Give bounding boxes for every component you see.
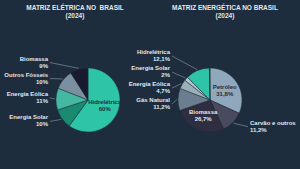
pie-chart: MATRIZ ELÉTRICA NO BRASIL(2024) Hidrelétr… xyxy=(4,3,123,132)
data-label: 60% xyxy=(99,106,112,112)
data-label: 11,2% xyxy=(153,104,170,110)
leader-line xyxy=(172,84,181,88)
leader-line xyxy=(233,123,248,127)
slice-label: Outros Fósseis xyxy=(4,72,48,78)
data-label: 10% xyxy=(36,79,49,85)
leader-line xyxy=(172,99,177,104)
slice-label: Energia Solar xyxy=(131,65,170,71)
slice-label: Energia Eólica xyxy=(129,81,171,87)
label-group: Gás Natural11,2% xyxy=(136,97,177,110)
slice-label: Hidrelétrica xyxy=(137,49,171,55)
chart-subtitle: (2024) xyxy=(216,12,235,20)
label-text: Hidrelétrica12,1% xyxy=(137,49,171,62)
slice-label: Petróleo xyxy=(213,84,237,90)
chart-subtitle: (2024) xyxy=(66,12,85,20)
slice-label: Hidrelétrica xyxy=(88,99,122,105)
slice-label: Biomassa xyxy=(189,109,218,115)
slice-label: Gás Natural xyxy=(136,97,170,103)
label-group: Energia Solar2% xyxy=(131,65,185,78)
label-text: Energia Eólica11% xyxy=(7,91,49,104)
leader-line xyxy=(50,98,55,99)
label-group: Biomassa26,7% xyxy=(189,109,218,122)
label-group: Energia Eólica11% xyxy=(7,91,55,104)
label-group: Outros Fósseis10% xyxy=(4,72,62,85)
label-text: Carvão e outros11,2% xyxy=(250,120,296,133)
data-label: 11% xyxy=(36,98,48,104)
slice-label: Carvão e outros xyxy=(250,120,296,126)
label-text: Energia Solar2% xyxy=(131,65,170,78)
data-label: 31,8% xyxy=(216,91,234,97)
chart-canvas: MATRIZ ELÉTRICA NO BRASIL(2024)Hidrelétr… xyxy=(0,0,300,169)
pie-slice xyxy=(188,68,210,100)
label-text: Gás Natural11,2% xyxy=(136,97,170,110)
data-labels: Hidrelétrica60%Biomassa9%Outros Fósseis1… xyxy=(4,56,122,128)
slice-label: Energia Eólica xyxy=(7,91,49,97)
label-text: Outros Fósseis10% xyxy=(4,72,48,85)
label-group: Energia Eólica4,7% xyxy=(129,81,182,94)
data-label: 10% xyxy=(36,121,49,127)
chart-title: MATRIZ ELÉTRICA NO BRASIL xyxy=(26,3,124,11)
slice-label: Biomassa xyxy=(20,56,49,62)
label-group: Energia Solar10% xyxy=(9,114,61,127)
data-label: 11,2% xyxy=(250,127,267,133)
pie-chart: MATRIZ ENERGÉTICA NO BRASIL(2024) Petróle… xyxy=(129,3,297,133)
slice-label: Energia Solar xyxy=(9,114,48,120)
label-text: Energia Eólica4,7% xyxy=(129,81,171,94)
label-group: Petróleo31,8% xyxy=(213,84,237,97)
label-text: Biomassa9% xyxy=(20,56,49,69)
data-label: 12,1% xyxy=(153,56,171,62)
chart-title: MATRIZ ENERGÉTICA NO BRASIL xyxy=(172,3,278,11)
data-labels: Petróleo31,8% Biomassa26,7% Hidrelétrica12… xyxy=(129,49,297,133)
leader-line xyxy=(50,63,79,69)
leader-line xyxy=(172,56,197,70)
label-group: Biomassa9% xyxy=(20,56,79,69)
background xyxy=(0,0,300,169)
data-label: 9% xyxy=(39,63,48,69)
data-label: 26,7% xyxy=(195,116,213,122)
pie-slice xyxy=(71,68,88,100)
data-label: 2% xyxy=(161,72,170,78)
label-text: Energia Solar10% xyxy=(9,114,48,127)
label-group: Carvão e outros11,2% xyxy=(233,120,296,133)
slices xyxy=(178,68,242,132)
leader-line xyxy=(50,119,61,121)
leader-line xyxy=(172,72,185,78)
data-label: 4,7% xyxy=(156,88,170,94)
label-group: Hidrelétrica60% xyxy=(88,99,122,112)
leader-line xyxy=(50,78,63,79)
pie-slice xyxy=(209,68,211,100)
